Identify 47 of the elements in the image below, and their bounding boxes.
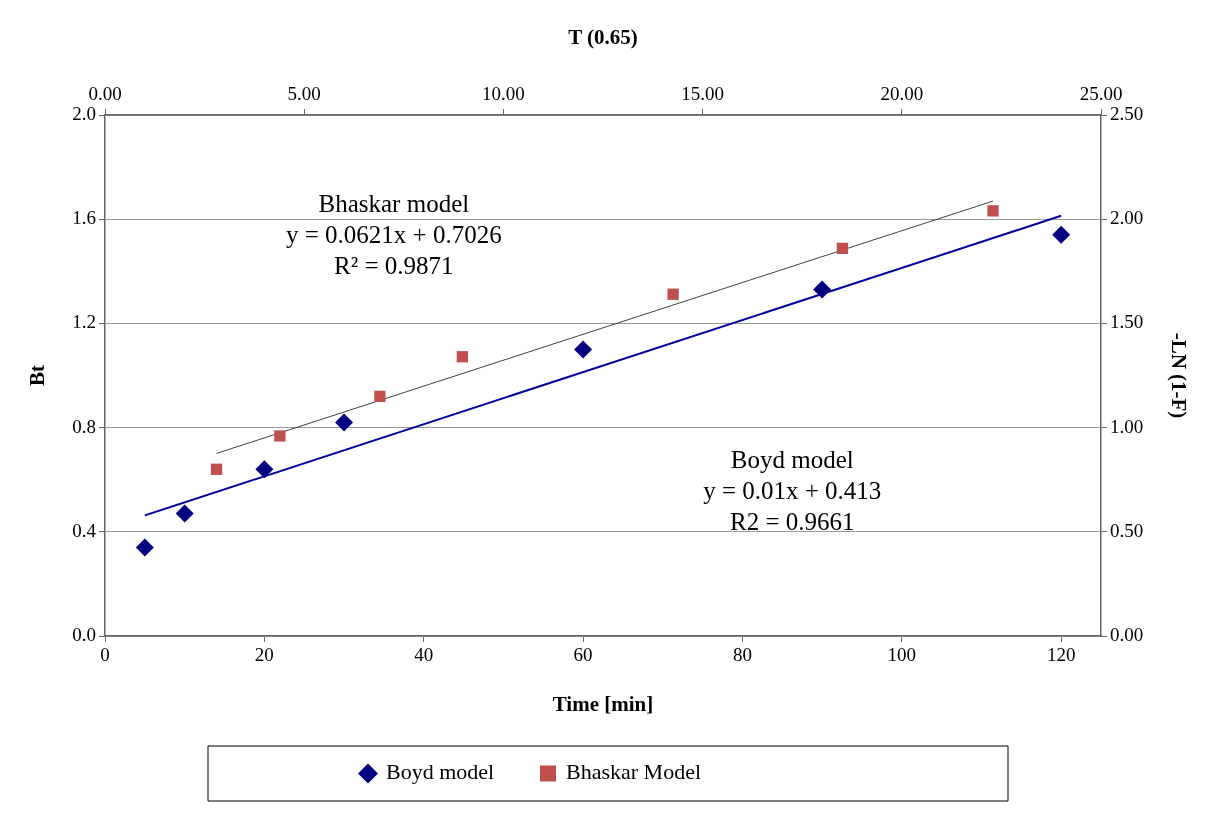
x-tick-label: 0.00 <box>88 82 122 104</box>
point <box>335 413 354 432</box>
x-axis-title: T (0.65) <box>568 25 638 50</box>
annotation: Bhaskar model y = 0.0621x + 0.7026 R² = 0.9871 <box>285 190 502 280</box>
annotation: Boyd model y = 0.01x + 0.413 R2 = 0.9661 <box>703 445 882 535</box>
x-tick-label: 20 <box>254 644 274 666</box>
legend-label: Bhaskar Model <box>566 759 702 785</box>
y-axis-title: -LN (1-F) <box>1166 332 1191 419</box>
y-tick-label: 2.50 <box>1110 102 1144 124</box>
y-tick-label: 0.50 <box>1110 519 1144 541</box>
y-tick-label: 0.8 <box>72 415 96 437</box>
point <box>667 288 679 300</box>
y-tick-label: 1.2 <box>72 311 96 333</box>
x-tick-label: 15.00 <box>681 82 724 104</box>
x-tick-label: 5.00 <box>287 82 321 104</box>
x-tick-label: 10.00 <box>482 82 525 104</box>
point <box>210 463 223 475</box>
point <box>1052 225 1071 244</box>
x-tick-label: 100 <box>887 644 917 666</box>
y-tick-label: 1.00 <box>1110 415 1144 437</box>
point <box>813 280 832 299</box>
legend-label: Boyd model <box>386 759 495 785</box>
point <box>574 340 593 359</box>
y-tick-label: 0.4 <box>72 519 97 541</box>
point <box>456 351 469 363</box>
point <box>987 205 999 217</box>
point <box>274 430 286 442</box>
x-tick-label: 60 <box>573 644 593 666</box>
x-tick-label: 40 <box>414 644 434 666</box>
y-tick-label: 1.6 <box>72 207 96 229</box>
point <box>374 390 386 402</box>
y-tick-label: 2.00 <box>1110 207 1144 229</box>
x-axis-title: Time [min] <box>552 691 654 716</box>
y-axis-title: Bt <box>25 364 50 386</box>
y-tick-label: 1.50 <box>1110 311 1144 333</box>
point <box>836 242 849 255</box>
x-tick-label: 20.00 <box>880 82 924 104</box>
point <box>175 504 194 523</box>
point <box>255 460 274 479</box>
y-tick-label: 2.0 <box>72 102 96 124</box>
y-tick-label: 0.00 <box>1110 623 1144 645</box>
x-tick-label: 80 <box>732 644 752 666</box>
point <box>135 538 154 557</box>
x-tick-label: 0 <box>100 644 110 666</box>
y-tick-label: 0.0 <box>72 623 96 645</box>
x-tick-label: 25.00 <box>1079 82 1123 104</box>
x-tick-label: 120 <box>1046 644 1076 666</box>
